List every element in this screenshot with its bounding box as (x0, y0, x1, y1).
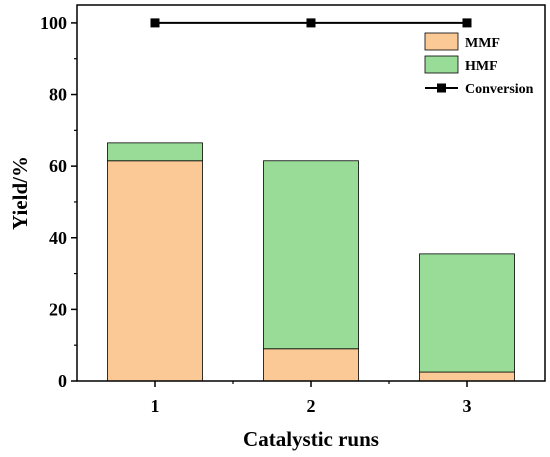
conversion-marker-run-3 (462, 18, 472, 28)
x-tick-label-1: 1 (151, 396, 160, 416)
legend-label-conversion: Conversion (465, 82, 534, 97)
bar-mmf-run-1 (107, 160, 203, 382)
bar-hmf-run-3 (419, 253, 515, 373)
legend-swatch-hmf (424, 55, 459, 74)
legend: MMF HMF Conversion (424, 32, 534, 97)
y-axis-title: Yield/% (8, 156, 32, 230)
bar-mmf-run-2 (263, 348, 359, 382)
bars-layer (107, 142, 515, 382)
conversion-marker-run-1 (150, 18, 160, 28)
x-tick-label-3: 3 (463, 396, 472, 416)
bar-mmf-run-3 (419, 371, 515, 382)
legend-swatch-mmf (424, 32, 459, 51)
y-axis: 0 20 40 60 80 100 (40, 13, 77, 391)
legend-marker-conversion (437, 83, 446, 93)
x-tick-label-2: 2 (307, 396, 316, 416)
y-tick-label-80: 80 (49, 85, 67, 105)
bar-hmf-run-2 (263, 160, 359, 350)
x-axis-title: Catalystic runs (243, 427, 379, 451)
legend-label-hmf: HMF (465, 59, 498, 74)
bar-hmf-run-1 (107, 142, 203, 162)
legend-label-mmf: MMF (465, 36, 500, 51)
y-tick-label-0: 0 (58, 371, 67, 391)
conversion-line-layer (150, 18, 472, 28)
y-tick-label-60: 60 (49, 156, 67, 176)
y-tick-label-20: 20 (49, 299, 67, 319)
x-axis: 1 2 3 (151, 381, 472, 416)
y-tick-label-100: 100 (40, 13, 67, 33)
y-tick-label-40: 40 (49, 228, 67, 248)
conversion-marker-run-2 (306, 18, 316, 28)
